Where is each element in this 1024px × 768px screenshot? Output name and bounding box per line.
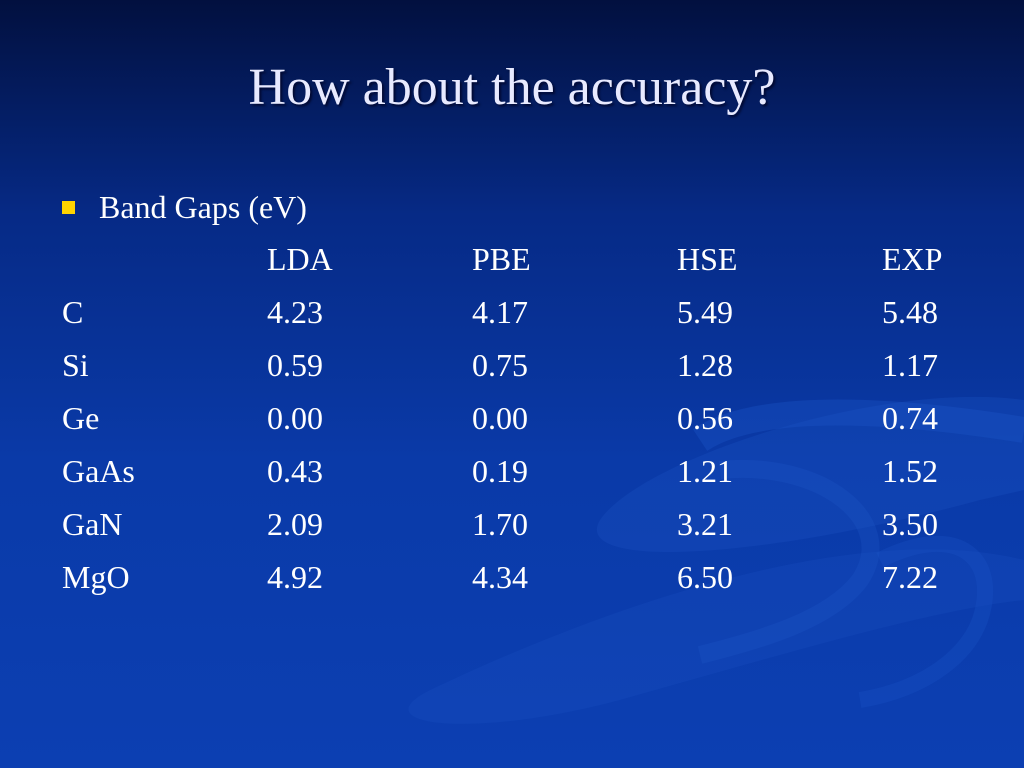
table-row: GaN 2.09 1.70 3.21 3.50 [0,502,1024,555]
table-cell: 4.92 [267,559,323,595]
header-cell-lda: LDA [267,241,333,277]
table-cell: 0.59 [267,347,323,383]
square-bullet-icon [62,200,75,214]
table-cell: 3.50 [882,506,938,542]
table-cell: 0.74 [882,400,938,436]
table-cell: 1.70 [472,506,528,542]
row-label: C [62,294,84,330]
table-cell: 1.28 [677,347,733,383]
header-cell-exp: EXP [882,241,943,277]
table-cell: 4.34 [472,559,528,595]
table-row: Ge 0.00 0.00 0.56 0.74 [0,396,1024,449]
table-cell: 0.00 [472,400,528,436]
header-cell-hse: HSE [677,241,738,277]
bullet-text: Band Gaps (eV) [99,189,307,225]
table-row: MgO 4.92 4.34 6.50 7.22 [0,555,1024,608]
table-cell: 0.19 [472,453,528,489]
table-cell: 4.17 [472,294,528,330]
row-label: Si [62,347,89,383]
table-row: GaAs 0.43 0.19 1.21 1.52 [0,449,1024,502]
table-cell: 7.22 [882,559,938,595]
table-cell: 4.23 [267,294,323,330]
bullet-item: Band Gaps (eV) [62,187,307,227]
band-gap-table: LDA PBE HSE EXP C 4.23 4.17 5.49 5.48 Si… [0,237,1024,608]
table-row: C 4.23 4.17 5.49 5.48 [0,290,1024,343]
row-label: GaN [62,506,123,542]
table-cell: 1.21 [677,453,733,489]
table-cell: 0.00 [267,400,323,436]
table-cell: 0.75 [472,347,528,383]
table-header-row: LDA PBE HSE EXP [0,237,1024,290]
table-cell: 2.09 [267,506,323,542]
table-cell: 1.17 [882,347,938,383]
table-cell: 3.21 [677,506,733,542]
table-cell: 5.48 [882,294,938,330]
table-cell: 0.56 [677,400,733,436]
row-label: MgO [62,559,130,595]
table-cell: 1.52 [882,453,938,489]
table-cell: 6.50 [677,559,733,595]
table-cell: 0.43 [267,453,323,489]
slide-title: How about the accuracy? [248,59,776,116]
row-label: GaAs [62,453,135,489]
table-row: Si 0.59 0.75 1.28 1.17 [0,343,1024,396]
header-cell-pbe: PBE [472,241,531,277]
table-cell: 5.49 [677,294,733,330]
row-label: Ge [62,400,100,436]
